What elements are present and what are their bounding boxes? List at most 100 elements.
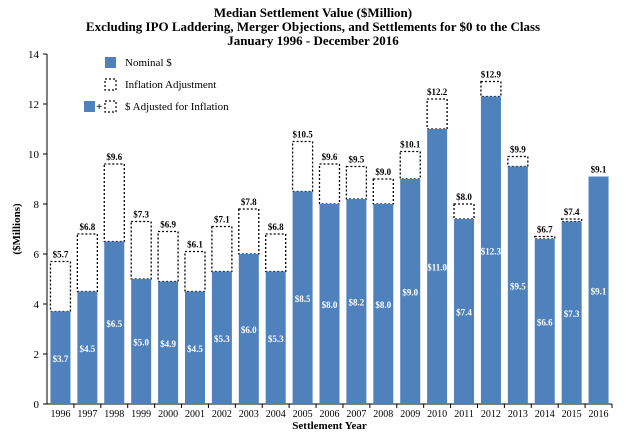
nominal-value-label: $6.6 <box>537 318 553 328</box>
y-tick-label: 10 <box>28 149 40 161</box>
y-tick-label: 6 <box>34 249 40 261</box>
nominal-value-label: $4.5 <box>79 344 95 354</box>
nominal-bar <box>319 204 340 404</box>
x-tick-label: 2005 <box>293 409 313 420</box>
inflation-adjustment-bar <box>372 178 394 205</box>
adjusted-value-label: $6.9 <box>160 220 176 230</box>
nominal-value-label: $12.3 <box>481 246 502 256</box>
inflation-adjustment-bar <box>130 220 152 280</box>
nominal-value-label: $4.5 <box>187 344 203 354</box>
chart-period: January 1996 - December 2016 <box>227 33 399 48</box>
nominal-bar <box>534 239 555 404</box>
legend-swatch-adjusted-nominal <box>84 101 95 112</box>
x-tick-label: 2009 <box>400 409 420 420</box>
nominal-value-label: $8.2 <box>349 298 365 308</box>
adjusted-value-label: $9.9 <box>510 145 526 155</box>
x-axis-label: Settlement Year <box>292 420 367 432</box>
nominal-bar <box>211 271 232 404</box>
legend-swatch-inflation <box>104 78 117 91</box>
y-tick-label: 8 <box>34 199 40 211</box>
y-tick-label: 2 <box>34 349 40 361</box>
nominal-bar <box>373 204 394 404</box>
nominal-value-label: $7.4 <box>456 308 472 318</box>
inflation-adjustment-bar <box>76 233 99 293</box>
nominal-value-label: $4.9 <box>160 339 176 349</box>
adjusted-value-label: $6.8 <box>268 222 284 232</box>
nominal-value-label: $8.0 <box>322 300 338 310</box>
adjusted-value-label: $5.7 <box>53 250 69 260</box>
legend-swatch-adjusted-inflation <box>104 100 117 113</box>
x-tick-label: 1997 <box>77 409 97 420</box>
inflation-adjustment-bar <box>291 140 314 193</box>
nominal-bar <box>427 129 448 404</box>
y-axis-label: ($Millions) <box>11 203 23 255</box>
nominal-bar <box>480 96 501 404</box>
x-tick-label: 2013 <box>508 409 528 420</box>
x-tick-label: 2011 <box>454 409 474 420</box>
nominal-bar <box>292 191 313 404</box>
x-tick-label: 2001 <box>185 409 205 420</box>
adjusted-value-label: $12.9 <box>481 70 502 80</box>
legend-label-inflation: Inflation Adjustment <box>125 79 216 91</box>
nominal-bar <box>238 254 259 404</box>
legend-plus-sign: + <box>96 101 102 113</box>
inflation-adjustment-bar <box>507 155 529 168</box>
adjusted-value-label: $6.7 <box>537 225 553 235</box>
nominal-bar <box>588 176 609 404</box>
nominal-bar <box>77 291 98 404</box>
inflation-adjustment-bar <box>453 203 475 220</box>
inflation-adjustment-bar <box>238 208 260 255</box>
y-tick-label: 12 <box>28 99 39 111</box>
x-tick-label: 2006 <box>320 409 340 420</box>
inflation-adjustment-bar <box>560 218 583 223</box>
x-tick-label: 2003 <box>239 409 259 420</box>
nominal-bar <box>158 281 179 404</box>
adjusted-value-label: $6.8 <box>79 222 95 232</box>
nominal-value-label: $5.0 <box>133 338 149 348</box>
inflation-adjustment-bar <box>426 98 448 130</box>
adjusted-value-label: $12.2 <box>427 87 448 97</box>
inflation-adjustment-bar <box>157 230 179 283</box>
nominal-bar <box>104 241 125 404</box>
nominal-value-label: $8.5 <box>295 294 311 304</box>
legend-label-nominal: Nominal $ <box>125 57 172 69</box>
adjusted-value-label: $9.0 <box>375 167 391 177</box>
adjusted-value-label: $9.6 <box>106 152 122 162</box>
nominal-value-label: $5.3 <box>268 334 284 344</box>
legend-swatch-nominal <box>105 57 116 68</box>
chart-title: Median Settlement Value ($Million) <box>213 5 413 20</box>
inflation-adjustment-bar <box>399 150 421 180</box>
inflation-adjustment-bar <box>184 250 206 293</box>
y-tick-label: 14 <box>28 49 40 61</box>
adjusted-value-label: $7.4 <box>564 207 580 217</box>
x-tick-label: 2010 <box>427 409 447 420</box>
nominal-value-label: $9.1 <box>591 286 607 296</box>
inflation-adjustment-bar <box>318 163 341 205</box>
adjusted-value-label: $9.6 <box>322 152 338 162</box>
x-tick-label: 2002 <box>212 409 232 420</box>
nominal-value-label: $9.0 <box>402 288 418 298</box>
adjusted-value-label: $7.3 <box>133 210 149 220</box>
inflation-adjustment-bar <box>103 163 125 243</box>
nominal-bar <box>184 291 205 404</box>
x-tick-label: 2007 <box>346 409 366 420</box>
nominal-bar <box>50 311 71 404</box>
x-tick-label: 2004 <box>266 409 286 420</box>
inflation-adjustment-bar <box>49 260 72 313</box>
adjusted-value-label: $6.1 <box>187 240 203 250</box>
x-tick-label: 1999 <box>131 409 151 420</box>
inflation-adjustment-bar <box>265 233 287 273</box>
adjusted-value-label: $9.1 <box>591 165 607 175</box>
x-tick-label: 1996 <box>50 409 70 420</box>
adjusted-value-label: $10.5 <box>292 130 313 140</box>
nominal-value-label: $5.3 <box>214 334 230 344</box>
nominal-bar <box>346 199 367 404</box>
adjusted-value-label: $9.5 <box>349 155 365 165</box>
nominal-value-label: $9.5 <box>510 281 526 291</box>
inflation-adjustment-bar <box>211 225 233 273</box>
x-tick-label: 2016 <box>589 409 609 420</box>
x-tick-label: 2008 <box>373 409 393 420</box>
nominal-bar <box>265 271 286 404</box>
nominal-value-label: $6.0 <box>241 325 257 335</box>
